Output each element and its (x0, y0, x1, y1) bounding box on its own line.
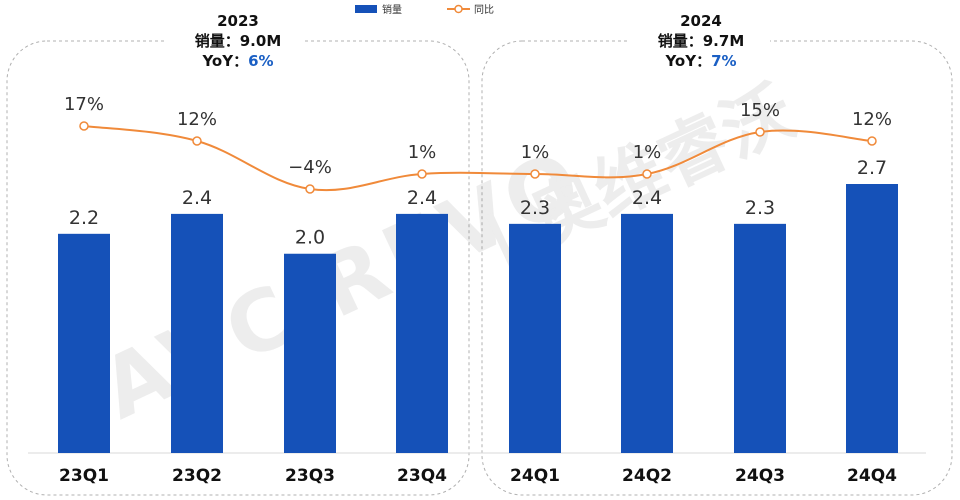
yoy-point-24Q3 (755, 127, 765, 137)
category-label: 24Q1 (510, 466, 560, 486)
yoy-line-series (79, 121, 877, 194)
group-year: 2024 (680, 12, 722, 30)
legend-label-yoy: 同比 (474, 4, 494, 16)
group-sales-value: 9.7M (703, 32, 745, 50)
yoy-value-label: 1% (633, 142, 662, 163)
group-sales-label: 销量： (195, 32, 240, 50)
x-axis-labels: 23Q1 23Q2 23Q3 23Q4 24Q1 24Q2 24Q3 24Q4 (59, 466, 897, 486)
bar-value-label: 2.2 (69, 207, 99, 229)
group-yoy-label: YoY： (664, 52, 711, 70)
bar-value-label: 2.3 (745, 197, 775, 219)
svg-text:YoY：7%: YoY：7% (664, 52, 736, 70)
bar-value-label: 2.4 (407, 187, 437, 209)
bar-series (58, 184, 898, 453)
legend-label-sales: 销量 (382, 3, 402, 16)
svg-text:销量：9.7M: 销量：9.7M (658, 32, 745, 50)
bar-23Q3 (284, 253, 336, 453)
yoy-value-label: 1% (521, 142, 550, 163)
bar-24Q2 (621, 213, 673, 453)
group-sales-label: 销量： (658, 32, 703, 50)
bar-value-label: 2.4 (632, 187, 662, 209)
bar-23Q2 (171, 213, 223, 453)
legend-swatch-bar (355, 5, 377, 13)
yoy-point-24Q4 (867, 136, 877, 146)
category-label: 24Q2 (622, 466, 672, 486)
bar-23Q1 (58, 233, 110, 453)
yoy-value-label: 15% (740, 100, 780, 121)
yoy-value-label: −4% (288, 157, 332, 178)
group-summary-2024: 2024 销量：9.7M YoY：7% (658, 12, 745, 70)
bar-24Q1 (509, 223, 561, 453)
group-yoy-value: 6% (248, 52, 273, 70)
category-label: 23Q1 (59, 466, 109, 486)
bar-23Q4 (396, 213, 448, 453)
group-sales-value: 9.0M (240, 32, 282, 50)
yoy-value-label: 12% (177, 109, 217, 130)
yoy-point-23Q1 (79, 121, 89, 131)
yoy-point-23Q3 (305, 184, 315, 194)
bar-value-label: 2.0 (295, 227, 325, 249)
svg-text:YoY：6%: YoY：6% (201, 52, 273, 70)
bar-value-label: 2.4 (182, 187, 212, 209)
category-label: 24Q3 (735, 466, 785, 486)
bar-value-label: 2.7 (857, 157, 887, 179)
bar-value-label: 2.3 (520, 197, 550, 219)
yoy-point-23Q4 (417, 169, 427, 179)
category-label: 23Q4 (397, 466, 447, 486)
group-panel-2023 (6, 40, 470, 496)
yoy-value-label: 12% (852, 109, 892, 130)
group-year: 2023 (217, 12, 259, 30)
group-yoy-value: 7% (711, 52, 736, 70)
category-label: 23Q3 (285, 466, 335, 486)
yoy-point-24Q1 (530, 169, 540, 179)
yoy-point-23Q2 (192, 136, 202, 146)
group-yoy-label: YoY： (201, 52, 248, 70)
category-label: 23Q2 (172, 466, 222, 486)
legend: 销量 同比 (355, 3, 494, 16)
yoy-point-24Q2 (642, 169, 652, 179)
category-label: 24Q4 (847, 466, 897, 486)
group-summary-2023: 2023 销量：9.0M YoY：6% (195, 12, 282, 70)
bar-labels: 2.2 2.4 2.0 2.4 2.3 2.4 2.3 2.7 (69, 157, 887, 249)
bar-24Q4 (846, 184, 898, 453)
yoy-value-label: 1% (408, 142, 437, 163)
yoy-value-label: 17% (64, 94, 104, 115)
yoy-labels: 17% 12% −4% 1% 1% 1% 15% 12% (64, 94, 892, 178)
bar-24Q3 (734, 223, 786, 453)
yoy-line (83, 125, 873, 192)
svg-text:销量：9.0M: 销量：9.0M (195, 32, 282, 50)
